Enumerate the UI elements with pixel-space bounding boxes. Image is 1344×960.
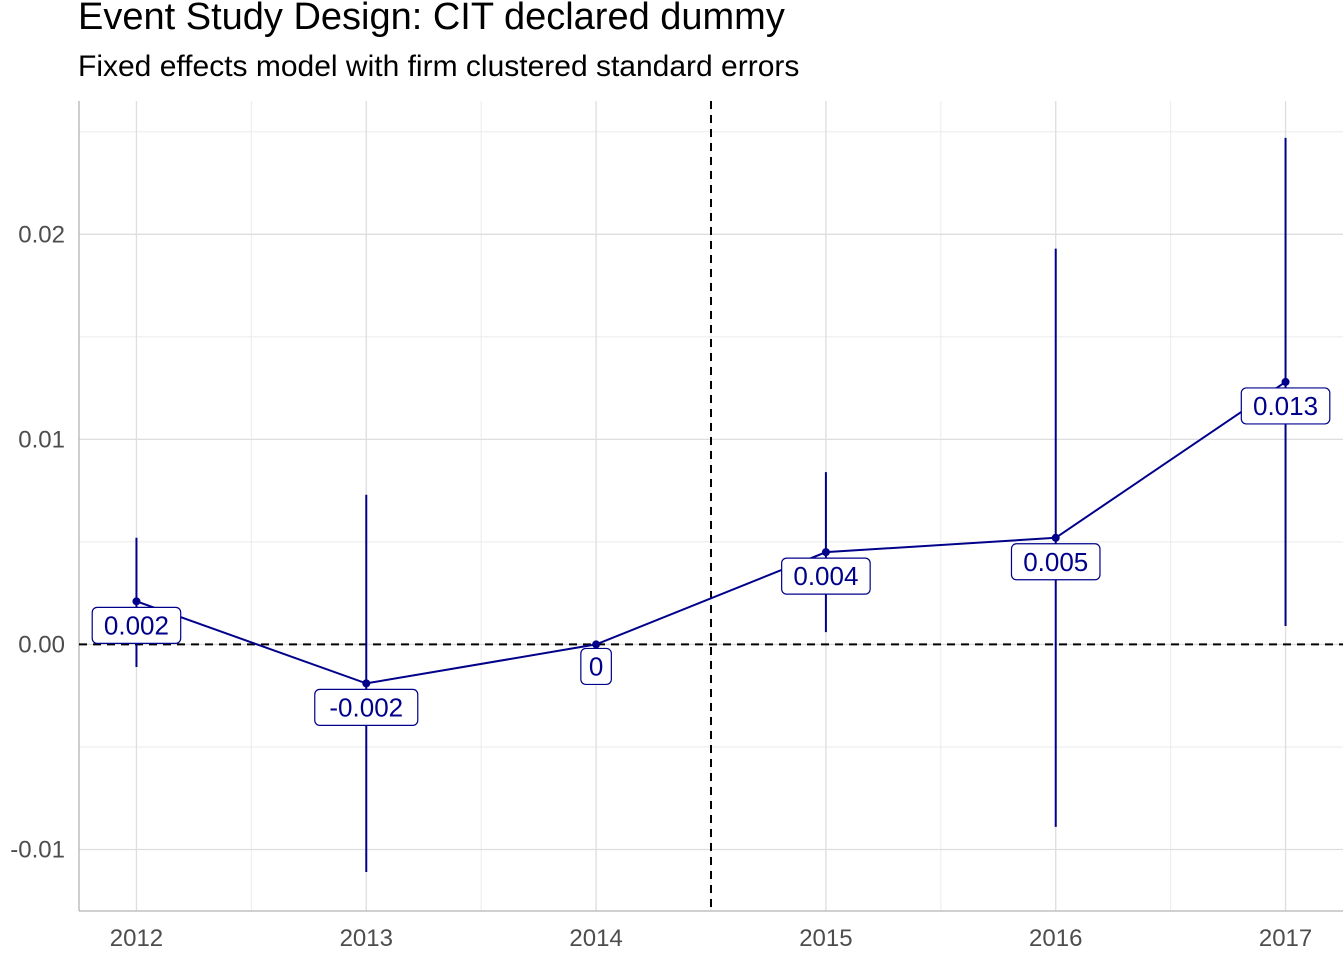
x-tick-label: 2012 xyxy=(110,925,163,952)
data-label-box xyxy=(1240,387,1331,425)
y-tick-label: 0.00 xyxy=(18,631,65,658)
chart-subtitle: Fixed effects model with firm clustered … xyxy=(78,50,800,83)
x-tick-label: 2017 xyxy=(1259,925,1312,952)
series-line xyxy=(136,381,1287,685)
data-label-box xyxy=(314,688,419,726)
y-tick-label: -0.01 xyxy=(10,836,65,863)
data-point xyxy=(592,640,601,649)
data-point xyxy=(362,679,371,688)
data-point xyxy=(1051,533,1060,542)
data-label: 0.002 xyxy=(104,610,169,640)
data-point xyxy=(821,548,830,557)
data-label-box xyxy=(1010,543,1101,581)
data-label-box xyxy=(91,606,182,644)
x-tick-label: 2013 xyxy=(340,925,393,952)
x-tick-label: 2015 xyxy=(799,925,852,952)
data-label-box xyxy=(580,647,612,686)
data-label: 0.013 xyxy=(1253,391,1318,421)
data-point xyxy=(1281,377,1290,386)
x-tick-label: 2016 xyxy=(1029,925,1082,952)
chart-title: Event Study Design: CIT declared dummy xyxy=(78,0,785,38)
y-tick-label: 0.02 xyxy=(18,221,65,248)
x-tick-label: 2014 xyxy=(569,925,622,952)
data-point xyxy=(132,597,141,606)
data-label: 0 xyxy=(589,651,603,681)
data-label: -0.002 xyxy=(329,692,403,722)
data-label: 0.005 xyxy=(1023,547,1088,577)
data-label-box xyxy=(781,557,871,595)
data-label: 0.004 xyxy=(793,561,858,591)
y-tick-label: 0.01 xyxy=(18,426,65,453)
